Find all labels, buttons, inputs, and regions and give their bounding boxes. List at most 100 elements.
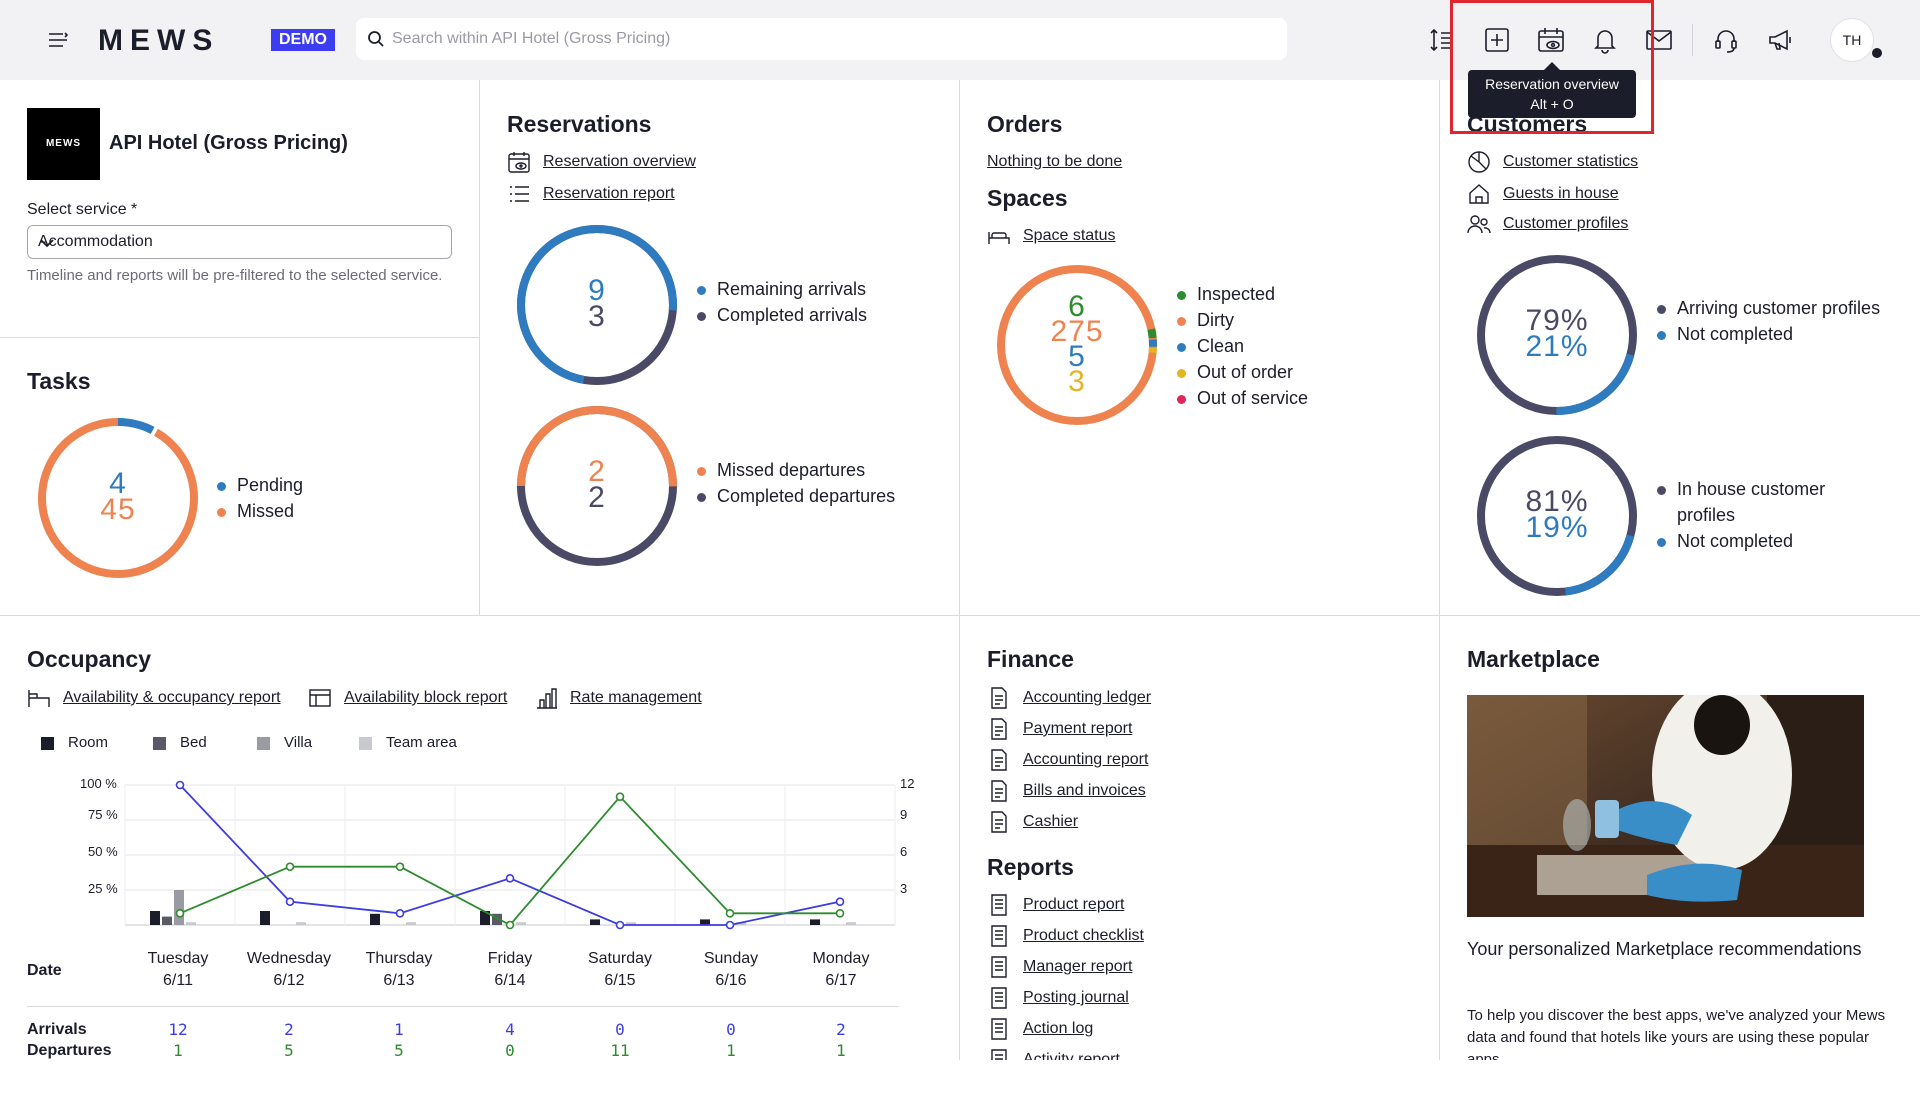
departures-value[interactable]: 5 [394,1041,404,1060]
spaces-title: Spaces [987,185,1068,211]
service-select[interactable]: Accommodation [27,225,452,259]
home-icon [1467,182,1491,206]
nothing-to-be-done-link[interactable]: Nothing to be done [987,153,1123,170]
marketplace-card-title[interactable]: Your personalized Marketplace recommenda… [1467,939,1862,959]
report-link[interactable]: Product checklist [1023,927,1144,944]
guests-in-house-link[interactable]: Guests in house [1503,185,1619,202]
departures-donut[interactable]: 2 2 [514,403,680,569]
point-arrivals [725,920,735,930]
arrivals-value[interactable]: 2 [284,1020,294,1039]
arriving-profiles-donut[interactable]: 79% 21% [1474,252,1640,418]
demo-badge: DEMO [271,29,335,51]
page-bottom-fill [0,1060,1920,1100]
bar-team-area [626,922,636,925]
reservation-overview-link[interactable]: Reservation overview [543,153,696,170]
status-dot [1870,46,1884,60]
support-icon[interactable] [1708,22,1744,58]
bar-team-area [516,922,526,925]
point-arrivals [835,897,845,906]
arrivals-value[interactable]: 2 [836,1020,846,1039]
availability-occupancy-report-link[interactable]: Availability & occupancy report [63,689,281,706]
day-date: 6/13 [383,972,415,989]
availability-block-report-link[interactable]: Availability block report [344,689,508,706]
menu-icon[interactable] [46,28,70,52]
highlight-box [1450,0,1654,134]
arrivals-value[interactable]: 12 [168,1020,188,1039]
completed-arrivals-value: 3 [588,300,606,333]
day-date: 6/16 [715,972,747,989]
day-date: 6/15 [604,972,636,989]
legend-item: Arriving customer profiles [1657,295,1887,321]
arrivals-value[interactable]: 0 [726,1020,736,1039]
finance-link[interactable]: Payment report [1023,720,1133,737]
departures-value[interactable]: 1 [173,1041,183,1060]
arrivals-donut[interactable]: 9 3 [514,222,680,388]
space-status-link[interactable]: Space status [1023,227,1116,244]
tasks-donut[interactable]: 4 45 [35,415,201,581]
megaphone-icon[interactable] [1762,22,1798,58]
arrivals-value[interactable]: 4 [505,1020,515,1039]
marketplace-image[interactable] [1467,695,1864,917]
report-link[interactable]: Manager report [1023,958,1133,975]
report-link[interactable]: Product report [1023,896,1125,913]
occupancy-chart[interactable] [70,770,930,935]
user-avatar[interactable]: TH [1830,18,1874,62]
departures-value[interactable]: 5 [284,1041,294,1060]
day-date: 6/11 [163,972,193,989]
inhouse-profiles-donut[interactable]: 81% 19% [1474,433,1640,599]
reservation-overview-icon[interactable] [1533,22,1569,58]
departures-value[interactable]: 1 [726,1041,736,1060]
search-input[interactable] [392,18,1272,60]
day-name: Friday [487,950,533,967]
finance-link[interactable]: Accounting ledger [1023,689,1152,706]
spaces-donut[interactable]: 6 275 5 3 [994,262,1160,428]
report-link[interactable]: Posting journal [1023,989,1129,1006]
tasks-legend: Pending Missed [217,472,303,524]
departures-value[interactable]: 11 [610,1041,630,1060]
bed-icon [27,686,51,710]
search-bar[interactable] [356,18,1287,60]
marketplace-card-description: To help you discover the best apps, we'v… [1467,1007,1886,1068]
layout-icon [308,686,332,710]
bar-room [150,911,160,925]
point-arrivals [505,874,515,883]
date-label: Date [27,962,62,979]
pie-chart-icon [1467,150,1491,174]
customer-statistics-link[interactable]: Customer statistics [1503,153,1639,170]
clean-value: 5 [1068,340,1086,373]
arrivals-value[interactable]: 0 [615,1020,625,1039]
day-label: Sunday 6/16 [676,948,786,992]
day-name: Saturday [587,950,653,967]
service-help-text: Timeline and reports will be pre-filtere… [27,267,443,284]
finance-link[interactable]: Bills and invoices [1023,782,1146,799]
report-document-icon [987,986,1011,1010]
departures-legend: Missed departures Completed departures [697,457,895,509]
legend-item: Not completed [1657,528,1887,554]
inhouse-not-completed-value: 19% [1525,511,1589,544]
bell-icon[interactable] [1587,22,1623,58]
axis-tick: 9 [900,807,908,822]
report-document-icon [987,893,1011,917]
out-of-order-value: 3 [1068,365,1086,398]
rate-management-link[interactable]: Rate management [570,689,702,706]
departures-value[interactable]: 1 [836,1041,846,1060]
missed-departures-value: 2 [588,455,606,488]
point-departures [175,909,185,918]
mews-logo[interactable]: MEWS [98,24,220,57]
customer-profiles-link[interactable]: Customer profiles [1503,215,1629,232]
report-link[interactable]: Action log [1023,1020,1094,1037]
legend-item: In house customer profiles [1657,476,1887,528]
arrivals-value[interactable]: 1 [394,1020,404,1039]
sort-icon[interactable] [1424,22,1460,58]
add-icon[interactable] [1479,22,1515,58]
departures-value[interactable]: 0 [505,1041,515,1060]
finance-link[interactable]: Accounting report [1023,751,1149,768]
day-label: Friday 6/14 [455,948,565,992]
point-arrivals [175,780,185,790]
bar-room [810,919,820,925]
finance-link[interactable]: Cashier [1023,813,1079,830]
reservation-report-link[interactable]: Reservation report [543,185,675,202]
reports-title: Reports [987,854,1074,880]
report-document-icon [987,955,1011,979]
arrivals-legend: Remaining arrivals Completed arrivals [697,276,867,328]
